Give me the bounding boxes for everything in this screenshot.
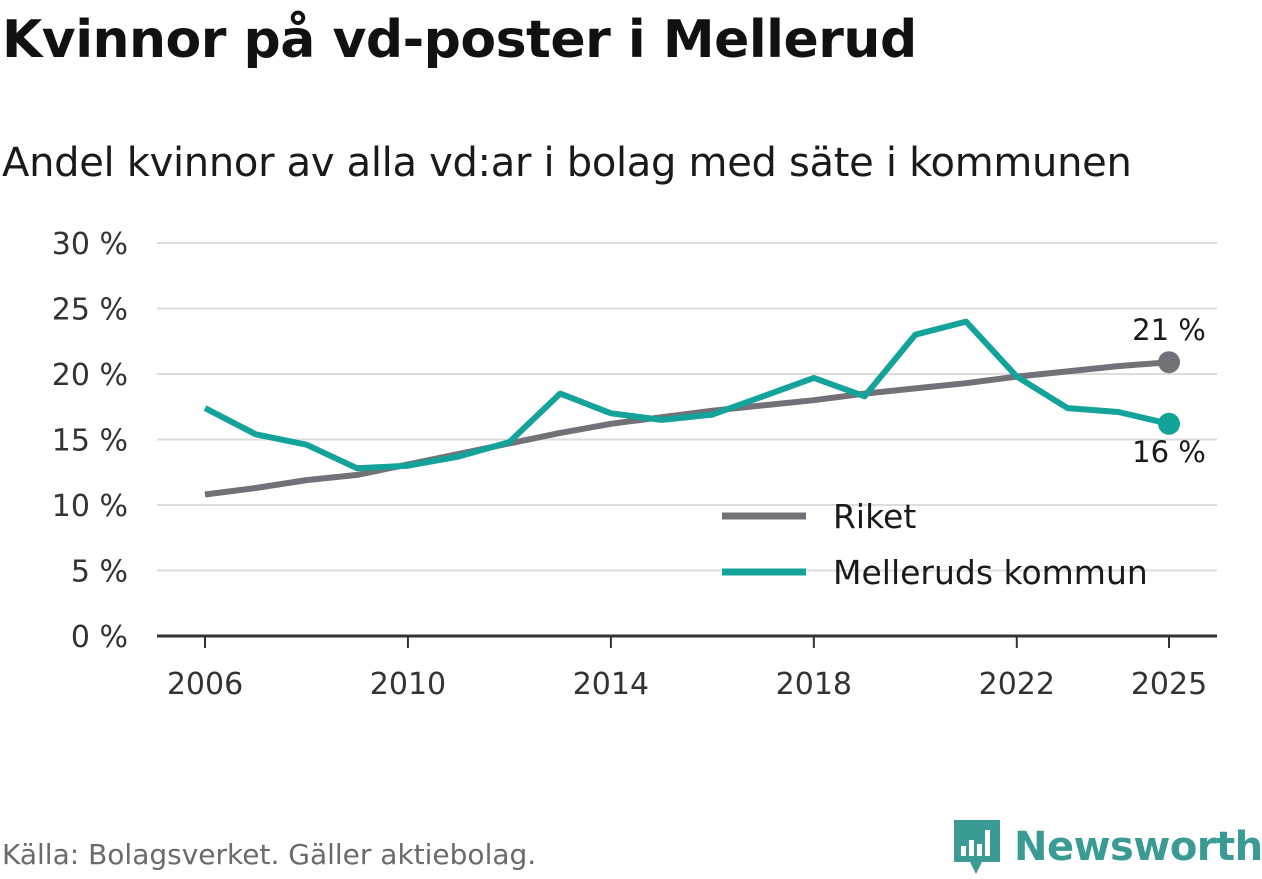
- y-tick-label: 5 %: [71, 555, 128, 590]
- end-marker-mellerud: [1158, 412, 1180, 435]
- end-marker-riket: [1158, 351, 1180, 374]
- y-tick-label: 20 %: [52, 358, 128, 393]
- chart-title: Kvinnor på vd-poster i Mellerud: [2, 10, 917, 70]
- series-line-riket: [204, 359, 1170, 498]
- brand-logo: Newsworthy: [952, 818, 1262, 876]
- y-tick-label: 25 %: [52, 293, 128, 328]
- y-tick-label: 0 %: [71, 620, 128, 655]
- y-tick-label: 30 %: [52, 227, 128, 262]
- x-tick-label: 2006: [167, 667, 243, 702]
- x-tick-label: 2010: [370, 667, 446, 702]
- end-label-riket: 21 %: [1132, 313, 1206, 347]
- end-label-mellerud: 16 %: [1132, 435, 1206, 469]
- bar-chart-icon: [954, 820, 1000, 874]
- y-tick-label: 10 %: [52, 489, 128, 524]
- x-tick-label: 2014: [573, 667, 649, 702]
- x-tick-label: 2025: [1131, 667, 1207, 702]
- brand-name: Newsworthy: [1014, 824, 1262, 870]
- series-line-mellerud: [203, 318, 1170, 472]
- x-tick-label: 2018: [776, 667, 852, 702]
- legend-label-mellerud: Melleruds kommun: [833, 553, 1148, 592]
- chart-subtitle: Andel kvinnor av alla vd:ar i bolag med …: [2, 140, 1132, 186]
- source-note: Källa: Bolagsverket. Gäller aktiebolag.: [2, 838, 537, 871]
- x-tick-label: 2022: [979, 667, 1055, 702]
- legend-label-riket: Riket: [833, 497, 916, 536]
- y-tick-label: 15 %: [52, 424, 128, 459]
